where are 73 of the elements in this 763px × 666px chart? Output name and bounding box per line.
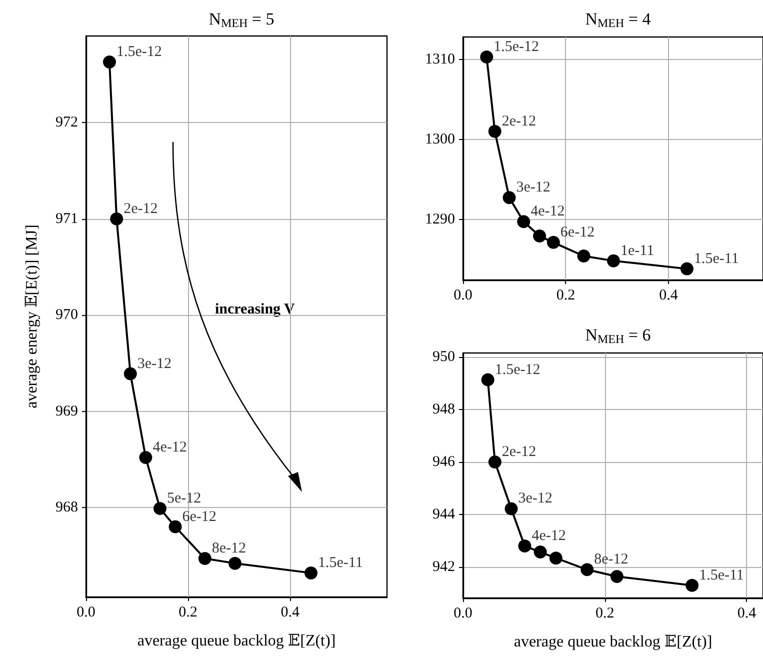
y-tick-label: 970 bbox=[56, 307, 78, 324]
y-tick-label: 972 bbox=[56, 114, 78, 131]
annotation: 6e-12 bbox=[560, 224, 595, 240]
annotation: 5e-12 bbox=[166, 490, 202, 506]
y-tick-label: 944 bbox=[432, 506, 456, 522]
point bbox=[168, 520, 182, 534]
y-tick-label: 950 bbox=[432, 348, 455, 365]
point bbox=[580, 563, 594, 576]
annotation: 4e-12 bbox=[152, 439, 187, 456]
y-tick-label: 942 bbox=[432, 559, 455, 576]
point bbox=[610, 570, 624, 583]
point bbox=[577, 250, 590, 263]
point bbox=[533, 230, 546, 243]
annotation: 1.5e-12 bbox=[494, 38, 540, 55]
x-tick-label: 0.0 bbox=[76, 604, 96, 620]
y-tick-label: 969 bbox=[56, 403, 78, 420]
point bbox=[481, 373, 494, 386]
annotation: 1.5e-12 bbox=[494, 362, 540, 378]
annotation: 1.5e-12 bbox=[116, 44, 162, 60]
x-axis-title: average queue backlog 𝔼[Z(t)] bbox=[514, 634, 712, 650]
point bbox=[502, 191, 516, 204]
point bbox=[518, 540, 532, 553]
x-tick-label: 0.4 bbox=[280, 604, 300, 620]
y-tick-label: 1310 bbox=[425, 51, 455, 68]
annotation: 6e-12 bbox=[182, 508, 216, 525]
x-axis-title: average queue backlog 𝔼[Z(t)] bbox=[137, 632, 336, 650]
point bbox=[198, 552, 212, 566]
x-tick-label: 0.4 bbox=[659, 288, 678, 304]
point bbox=[686, 578, 699, 592]
point bbox=[102, 55, 116, 68]
x-tick-label: 0.0 bbox=[454, 288, 472, 304]
point bbox=[607, 254, 620, 268]
y-tick-label: 971 bbox=[56, 210, 78, 227]
point bbox=[534, 546, 547, 559]
annotation: 8e-12 bbox=[594, 552, 628, 568]
y-tick-label: 946 bbox=[432, 454, 456, 470]
point bbox=[110, 212, 124, 226]
annotation: 1.5e-11 bbox=[699, 567, 744, 584]
x-tick-label: 0.2 bbox=[556, 288, 576, 304]
y-tick-label: 1300 bbox=[425, 131, 455, 148]
annotation: 3e-12 bbox=[137, 356, 172, 372]
annotation: 1.5e-11 bbox=[318, 554, 363, 571]
point bbox=[488, 124, 502, 138]
point bbox=[517, 215, 530, 228]
x-tick-label: 0.0 bbox=[454, 606, 472, 622]
point bbox=[546, 236, 560, 249]
x-tick-label: 0.2 bbox=[178, 604, 198, 620]
annotation: 2e-12 bbox=[124, 200, 158, 217]
annotation: 1.5e-11 bbox=[694, 250, 739, 267]
x-tick-label: 0.2 bbox=[595, 606, 614, 622]
annotation: 2e-12 bbox=[502, 113, 536, 130]
annotation: 3e-12 bbox=[516, 180, 550, 196]
annotation: 4e-12 bbox=[532, 528, 566, 544]
point bbox=[139, 450, 152, 464]
x-tick-label: 0.4 bbox=[737, 606, 757, 622]
y-axis-title: average energy 𝔼[E(t)] [MJ] bbox=[24, 224, 40, 408]
point bbox=[488, 455, 502, 468]
point bbox=[228, 556, 242, 570]
annotation: 8e-12 bbox=[212, 540, 246, 557]
y-tick-label: 968 bbox=[56, 500, 78, 516]
point bbox=[480, 50, 494, 64]
y-tick-label: 948 bbox=[432, 401, 455, 418]
point bbox=[504, 502, 518, 516]
point bbox=[304, 566, 318, 580]
annotation: 2e-12 bbox=[502, 444, 536, 460]
annotation: 4e-12 bbox=[530, 204, 565, 220]
point bbox=[153, 502, 166, 515]
y-tick-label: 1290 bbox=[425, 211, 455, 228]
annotation: 3e-12 bbox=[518, 490, 552, 507]
point bbox=[549, 552, 562, 565]
point bbox=[680, 262, 694, 276]
annotation: 1e-11 bbox=[620, 242, 654, 259]
point bbox=[124, 367, 137, 380]
